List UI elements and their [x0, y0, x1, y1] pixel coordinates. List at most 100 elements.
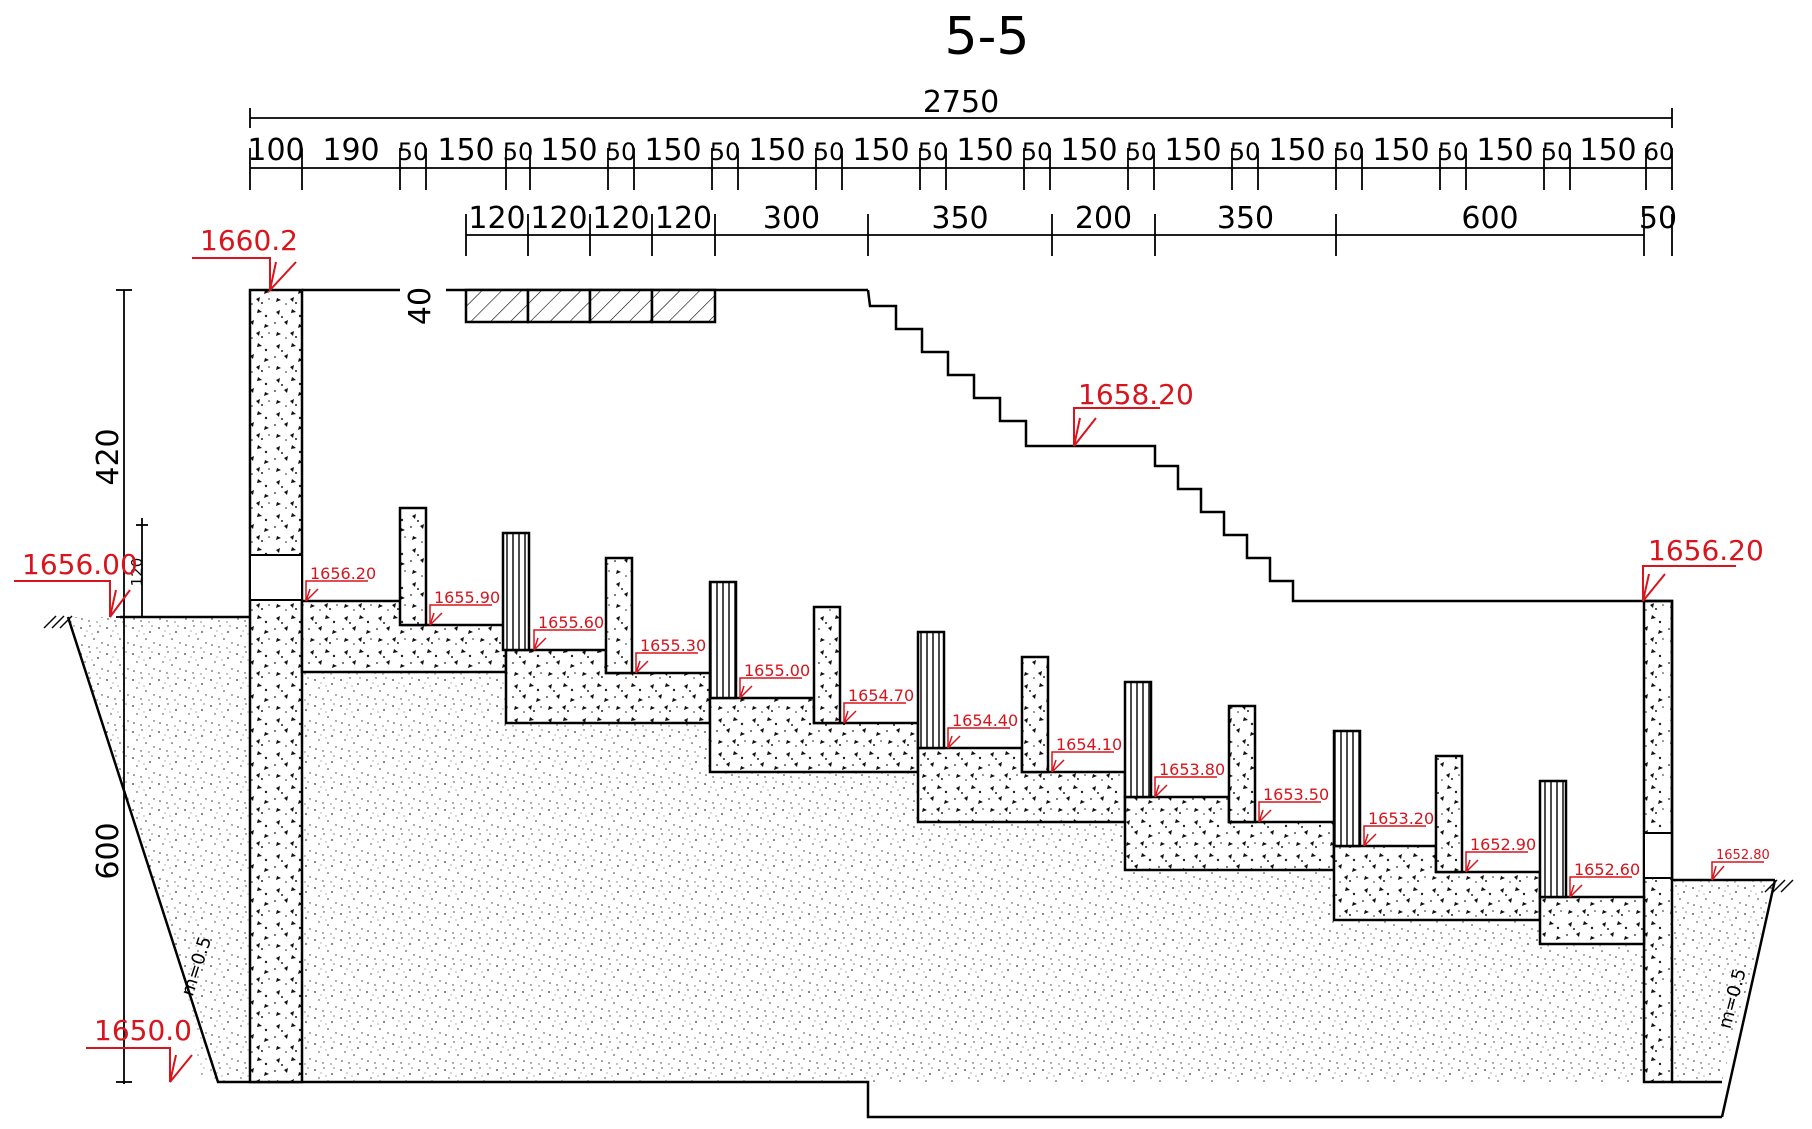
elevation-marker-bottom: 1650.0 — [86, 1014, 193, 1083]
dim-row1-label: 150 — [540, 133, 597, 168]
step-elevation-marker: 1652.60 — [1569, 860, 1640, 898]
dim-row2-label: 600 — [1461, 201, 1518, 236]
hatch-ticks-right — [1764, 879, 1794, 893]
elevation-marker-stair-landing: 1658.20 — [1073, 378, 1194, 447]
dim-row1-label: 50 — [503, 138, 534, 166]
step-elevation-marker: 1655.60 — [533, 613, 604, 651]
step-elevation-marker: 1655.00 — [739, 661, 810, 699]
step-wall-2 — [501, 531, 531, 652]
svg-text:1656.00: 1656.00 — [22, 548, 138, 581]
step-elevation-label: 1656.20 — [310, 564, 376, 583]
step-wall-1 — [398, 506, 428, 627]
dim-row1-label: 150 — [1268, 133, 1325, 168]
dim-row2-label: 120 — [530, 201, 587, 236]
dim-row1-label: 150 — [1579, 133, 1636, 168]
dim-row1-label: 150 — [1372, 133, 1429, 168]
step-elevation-label: 1655.30 — [640, 636, 706, 655]
dim-row1-label: 50 — [1334, 138, 1365, 166]
step-elevation-label: 1653.80 — [1159, 760, 1225, 779]
dimension-row-1: 100 190 50 150 50 150 50 150 50 150 50 150 50 150 50 15… — [247, 133, 1674, 168]
dim-row1-label: 190 — [322, 133, 379, 168]
dim-row2-label: 200 — [1075, 201, 1132, 236]
vertical-dim-small: 120 — [128, 558, 146, 587]
slab-thickness: 40 — [403, 287, 438, 325]
dim-row1-label: 60 — [1644, 138, 1675, 166]
dim-row2-label: 120 — [468, 201, 525, 236]
dim-row1-label: 100 — [247, 133, 304, 168]
step-elevation-label: 1655.90 — [434, 588, 500, 607]
dimension-lines — [116, 108, 1673, 1084]
step-elevation-label: 1654.70 — [848, 686, 914, 705]
step-wall-6 — [916, 630, 946, 750]
paver-block-1 — [464, 288, 530, 324]
dimension-row-2: 120 120 120 120 300 350 200 350 600 50 — [468, 201, 1677, 236]
step-elevation-marker: 1654.70 — [843, 686, 914, 724]
dim-row2-label: 350 — [1217, 201, 1274, 236]
paver-block-2 — [526, 288, 592, 324]
step-elevation-marker: 1653.20 — [1363, 809, 1434, 847]
stepped-foundation — [300, 599, 1646, 946]
svg-text:1652.80: 1652.80 — [1716, 848, 1770, 863]
step-elevations: 1656.20 1655.90 1655.60 1655.30 1655.00 1654.… — [305, 564, 1640, 898]
elevation-marker-top-wall: 1660.2 — [192, 224, 298, 294]
vertical-dim-top: 420 — [91, 428, 126, 485]
dim-row1-label: 50 — [814, 138, 845, 166]
dim-row1-label: 50 — [606, 138, 637, 166]
step-elevation-marker: 1656.20 — [305, 564, 376, 602]
elevation-marker-right-platform: 1656.20 — [1642, 534, 1764, 602]
dim-row1-label: 150 — [748, 133, 805, 168]
stair-profile — [866, 289, 1674, 880]
dim-row1-label: 150 — [1164, 133, 1221, 168]
dim-row2-label: 50 — [1639, 201, 1677, 236]
step-elevation-marker: 1653.50 — [1258, 785, 1329, 823]
step-elevation-label: 1655.60 — [538, 613, 604, 632]
left-wall-cap-gap — [249, 554, 303, 601]
step-elevation-label: 1652.60 — [1574, 860, 1640, 879]
dim-row1-label: 50 — [918, 138, 949, 166]
dim-row1-label: 150 — [852, 133, 909, 168]
step-wall-8 — [1123, 680, 1153, 799]
step-wall-4 — [708, 580, 738, 700]
overall-dimension: 2750 — [923, 85, 999, 120]
dim-row1-label: 150 — [1060, 133, 1117, 168]
dim-row2-label: 350 — [931, 201, 988, 236]
step-elevation-label: 1653.20 — [1368, 809, 1434, 828]
step-wall-11 — [1434, 754, 1464, 874]
dim-row1-label: 150 — [1476, 133, 1533, 168]
step-elevation-label: 1655.00 — [744, 661, 810, 680]
dim-row1-label: 50 — [1126, 138, 1157, 166]
step-wall-9 — [1227, 704, 1257, 824]
step-elevation-marker: 1654.10 — [1051, 735, 1122, 773]
dim-row1-label: 50 — [1230, 138, 1261, 166]
right-wall-gap — [1643, 832, 1673, 879]
paver-block-3 — [588, 288, 654, 324]
step-wall-3 — [604, 556, 634, 675]
dim-row1-label: 50 — [1542, 138, 1573, 166]
svg-text:1656.20: 1656.20 — [1648, 534, 1764, 567]
dim-row1-label: 150 — [956, 133, 1013, 168]
dim-row1-label: 50 — [1022, 138, 1053, 166]
svg-text:1660.2: 1660.2 — [200, 224, 298, 257]
hatch-ticks-left — [43, 615, 73, 629]
step-elevation-marker: 1652.90 — [1465, 835, 1536, 873]
dimension-ticks — [249, 148, 1673, 256]
vertical-dim-bottom: 600 — [91, 822, 126, 879]
dim-row1-label: 50 — [710, 138, 741, 166]
paver-block-4 — [650, 288, 717, 324]
step-elevation-marker: 1655.90 — [429, 588, 500, 626]
step-wall-7 — [1020, 655, 1050, 774]
dim-row1-label: 150 — [437, 133, 494, 168]
dim-row2-label: 120 — [655, 201, 712, 236]
dim-row1-label: 150 — [644, 133, 701, 168]
dim-row1-label: 50 — [1438, 138, 1469, 166]
dim-row2-label: 120 — [592, 201, 649, 236]
step-elevation-label: 1653.50 — [1263, 785, 1329, 804]
dim-row2-label: 300 — [763, 201, 820, 236]
step-wall-12 — [1538, 779, 1568, 899]
step-wall-5 — [812, 605, 842, 725]
step-wall-10 — [1332, 729, 1362, 848]
step-elevation-label: 1652.90 — [1470, 835, 1536, 854]
dim-row1-label: 50 — [398, 138, 429, 166]
step-elevation-marker: 1654.40 — [947, 711, 1018, 749]
